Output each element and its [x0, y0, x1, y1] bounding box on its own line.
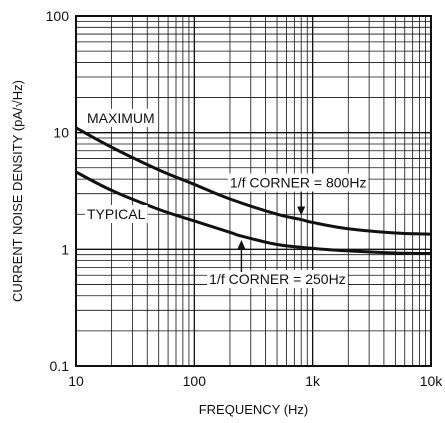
curve-labels: MAXIMUM TYPICAL 1/f CORNER = 800Hz 1/f CORN… — [85, 108, 369, 289]
annotation-corner-250hz-background — [207, 270, 348, 289]
x-tick-label: 1k — [305, 373, 321, 389]
x-tick-label: 100 — [183, 373, 207, 389]
annotation-corner-800hz: 1/f CORNER = 800Hz — [230, 175, 367, 191]
y-tick-label: 0.1 — [50, 358, 70, 374]
annotation-corner-800hz-arrow-head — [297, 206, 306, 216]
curves — [75, 126, 432, 256]
y-tick-label: 100 — [46, 8, 70, 24]
x-tick-label: 10k — [420, 373, 444, 389]
y-tick-label: 1 — [61, 241, 69, 257]
series-line-typical — [75, 170, 432, 256]
series-label-maximum: MAXIMUM — [87, 110, 155, 126]
annotation-corner-250hz-arrow-head — [237, 240, 246, 250]
y-tick-label: 10 — [53, 125, 69, 141]
annotation-corner-250hz: 1/f CORNER = 250Hz — [209, 271, 346, 287]
plot-frame — [75, 15, 432, 367]
x-axis-title: FREQUENCY (Hz) — [199, 402, 309, 417]
series-label-maximum-background — [85, 108, 157, 127]
tick-labels: 10 100 1k 10k 0.1 1 10 100 — [46, 8, 444, 389]
x-tick-label: 10 — [68, 373, 84, 389]
annotation-corner-800hz-background — [227, 173, 369, 192]
y-axis-title: CURRENT NOISE DENSITY (pA/√Hz) — [10, 80, 25, 302]
series-line-maximum — [75, 126, 432, 236]
series-label-typical: TYPICAL — [87, 206, 146, 222]
series-label-typical-background — [85, 205, 148, 224]
